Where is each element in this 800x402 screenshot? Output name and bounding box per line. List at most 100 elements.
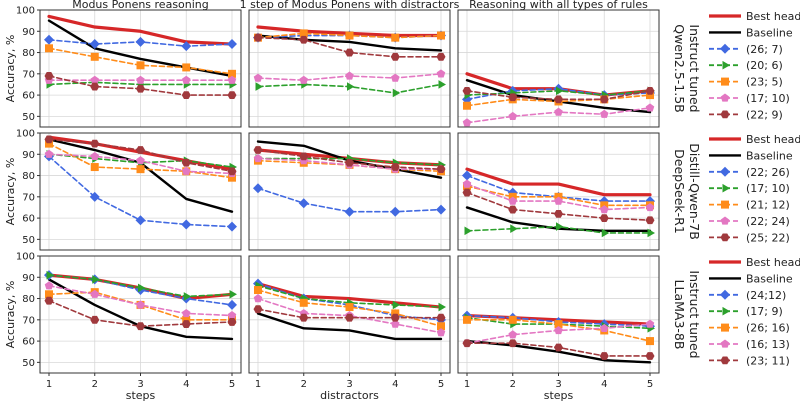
data-point	[227, 318, 237, 326]
series-line	[257, 187, 442, 213]
data-point	[601, 228, 610, 238]
subplot-frame	[457, 132, 660, 251]
subplot-0-2	[457, 9, 660, 128]
data-point	[508, 315, 517, 324]
data-point	[462, 339, 472, 348]
legend-label: (17; 9)	[746, 305, 783, 318]
data-point	[391, 33, 400, 42]
y-tick-label: 100	[16, 6, 35, 17]
legend-label: (23; 11)	[746, 354, 790, 367]
data-point	[463, 101, 471, 110]
data-point	[253, 305, 263, 314]
legend-label: (20; 6)	[746, 59, 783, 72]
data-point	[227, 75, 237, 84]
legend-marker	[722, 306, 730, 316]
legend-label: (25; 22)	[746, 231, 790, 244]
data-point	[345, 303, 354, 312]
legend-marker	[720, 166, 730, 177]
subplot-1-2	[457, 132, 660, 251]
data-point	[227, 221, 237, 232]
y-tick-label: 80	[22, 48, 35, 59]
y-tick-label: 90	[22, 273, 35, 284]
x-tick-label: 3	[137, 379, 143, 390]
data-point	[181, 158, 191, 167]
legend-label: Baseline	[746, 26, 793, 39]
data-point	[89, 39, 100, 50]
data-point	[299, 75, 309, 84]
data-point	[508, 205, 518, 214]
data-point	[392, 300, 401, 310]
legend-label: Best head	[746, 256, 800, 269]
data-point	[181, 320, 191, 328]
column-title: Reasoning with all types of rules	[469, 0, 648, 11]
data-point	[344, 206, 355, 217]
series-line	[256, 282, 443, 309]
data-point	[438, 302, 446, 312]
data-point	[255, 82, 263, 91]
data-point	[345, 31, 354, 40]
data-point	[436, 165, 446, 174]
data-point	[508, 93, 518, 102]
data-point	[46, 270, 54, 280]
series-line	[465, 167, 652, 197]
legend-marker	[722, 183, 730, 193]
data-point	[554, 320, 563, 329]
data-point	[390, 73, 400, 82]
data-point	[390, 206, 401, 217]
data-point	[299, 35, 309, 44]
data-point	[90, 289, 100, 298]
data-point	[599, 95, 609, 104]
data-point	[135, 215, 146, 226]
data-point	[508, 196, 518, 205]
legend-marker	[721, 200, 729, 209]
x-tick-label: 2	[92, 379, 98, 390]
legend-marker	[720, 93, 730, 102]
x-tick-label: 5	[438, 379, 444, 390]
model-label: Instruct tuned	[687, 270, 702, 358]
y-tick-label: 70	[22, 192, 35, 203]
x-tick-label: 4	[601, 379, 607, 390]
x-axis-label: steps	[544, 389, 574, 402]
data-point	[508, 330, 518, 339]
data-point	[437, 322, 445, 331]
data-point	[599, 352, 609, 360]
data-point	[90, 52, 99, 61]
legend-marker	[720, 110, 730, 119]
y-tick-label: 60	[22, 91, 35, 102]
data-point	[462, 179, 472, 188]
data-point	[136, 61, 145, 70]
data-point	[436, 204, 446, 215]
data-point	[253, 294, 263, 303]
x-axis-label: distractors	[320, 389, 379, 402]
y-tick-label: 70	[22, 69, 35, 80]
data-point	[227, 91, 237, 99]
data-point	[227, 311, 237, 320]
data-point	[390, 163, 400, 171]
legend-label: (16; 13)	[746, 338, 790, 351]
x-tick-label: 4	[183, 379, 189, 390]
data-point	[462, 86, 472, 95]
data-point	[136, 300, 145, 309]
data-point	[464, 226, 472, 236]
data-point	[646, 91, 654, 100]
data-point	[647, 228, 655, 238]
y-tick-label: 80	[22, 294, 35, 305]
data-point	[135, 36, 146, 47]
y-tick-label: 60	[22, 214, 35, 225]
data-point	[390, 52, 400, 61]
data-point	[136, 84, 145, 93]
y-tick-label: 50	[22, 112, 35, 123]
data-point	[44, 72, 54, 80]
subplot-frame	[39, 132, 242, 251]
data-point	[436, 69, 446, 78]
data-point	[645, 352, 655, 360]
model-label: Distill-Qwen-7B	[687, 143, 702, 240]
x-tick-label: 3	[346, 379, 352, 390]
data-point	[298, 198, 309, 209]
data-point	[599, 205, 609, 214]
data-point	[299, 152, 309, 161]
subplot-frame	[248, 9, 451, 128]
data-point	[136, 146, 145, 154]
data-point	[345, 48, 354, 57]
data-point	[599, 109, 609, 118]
